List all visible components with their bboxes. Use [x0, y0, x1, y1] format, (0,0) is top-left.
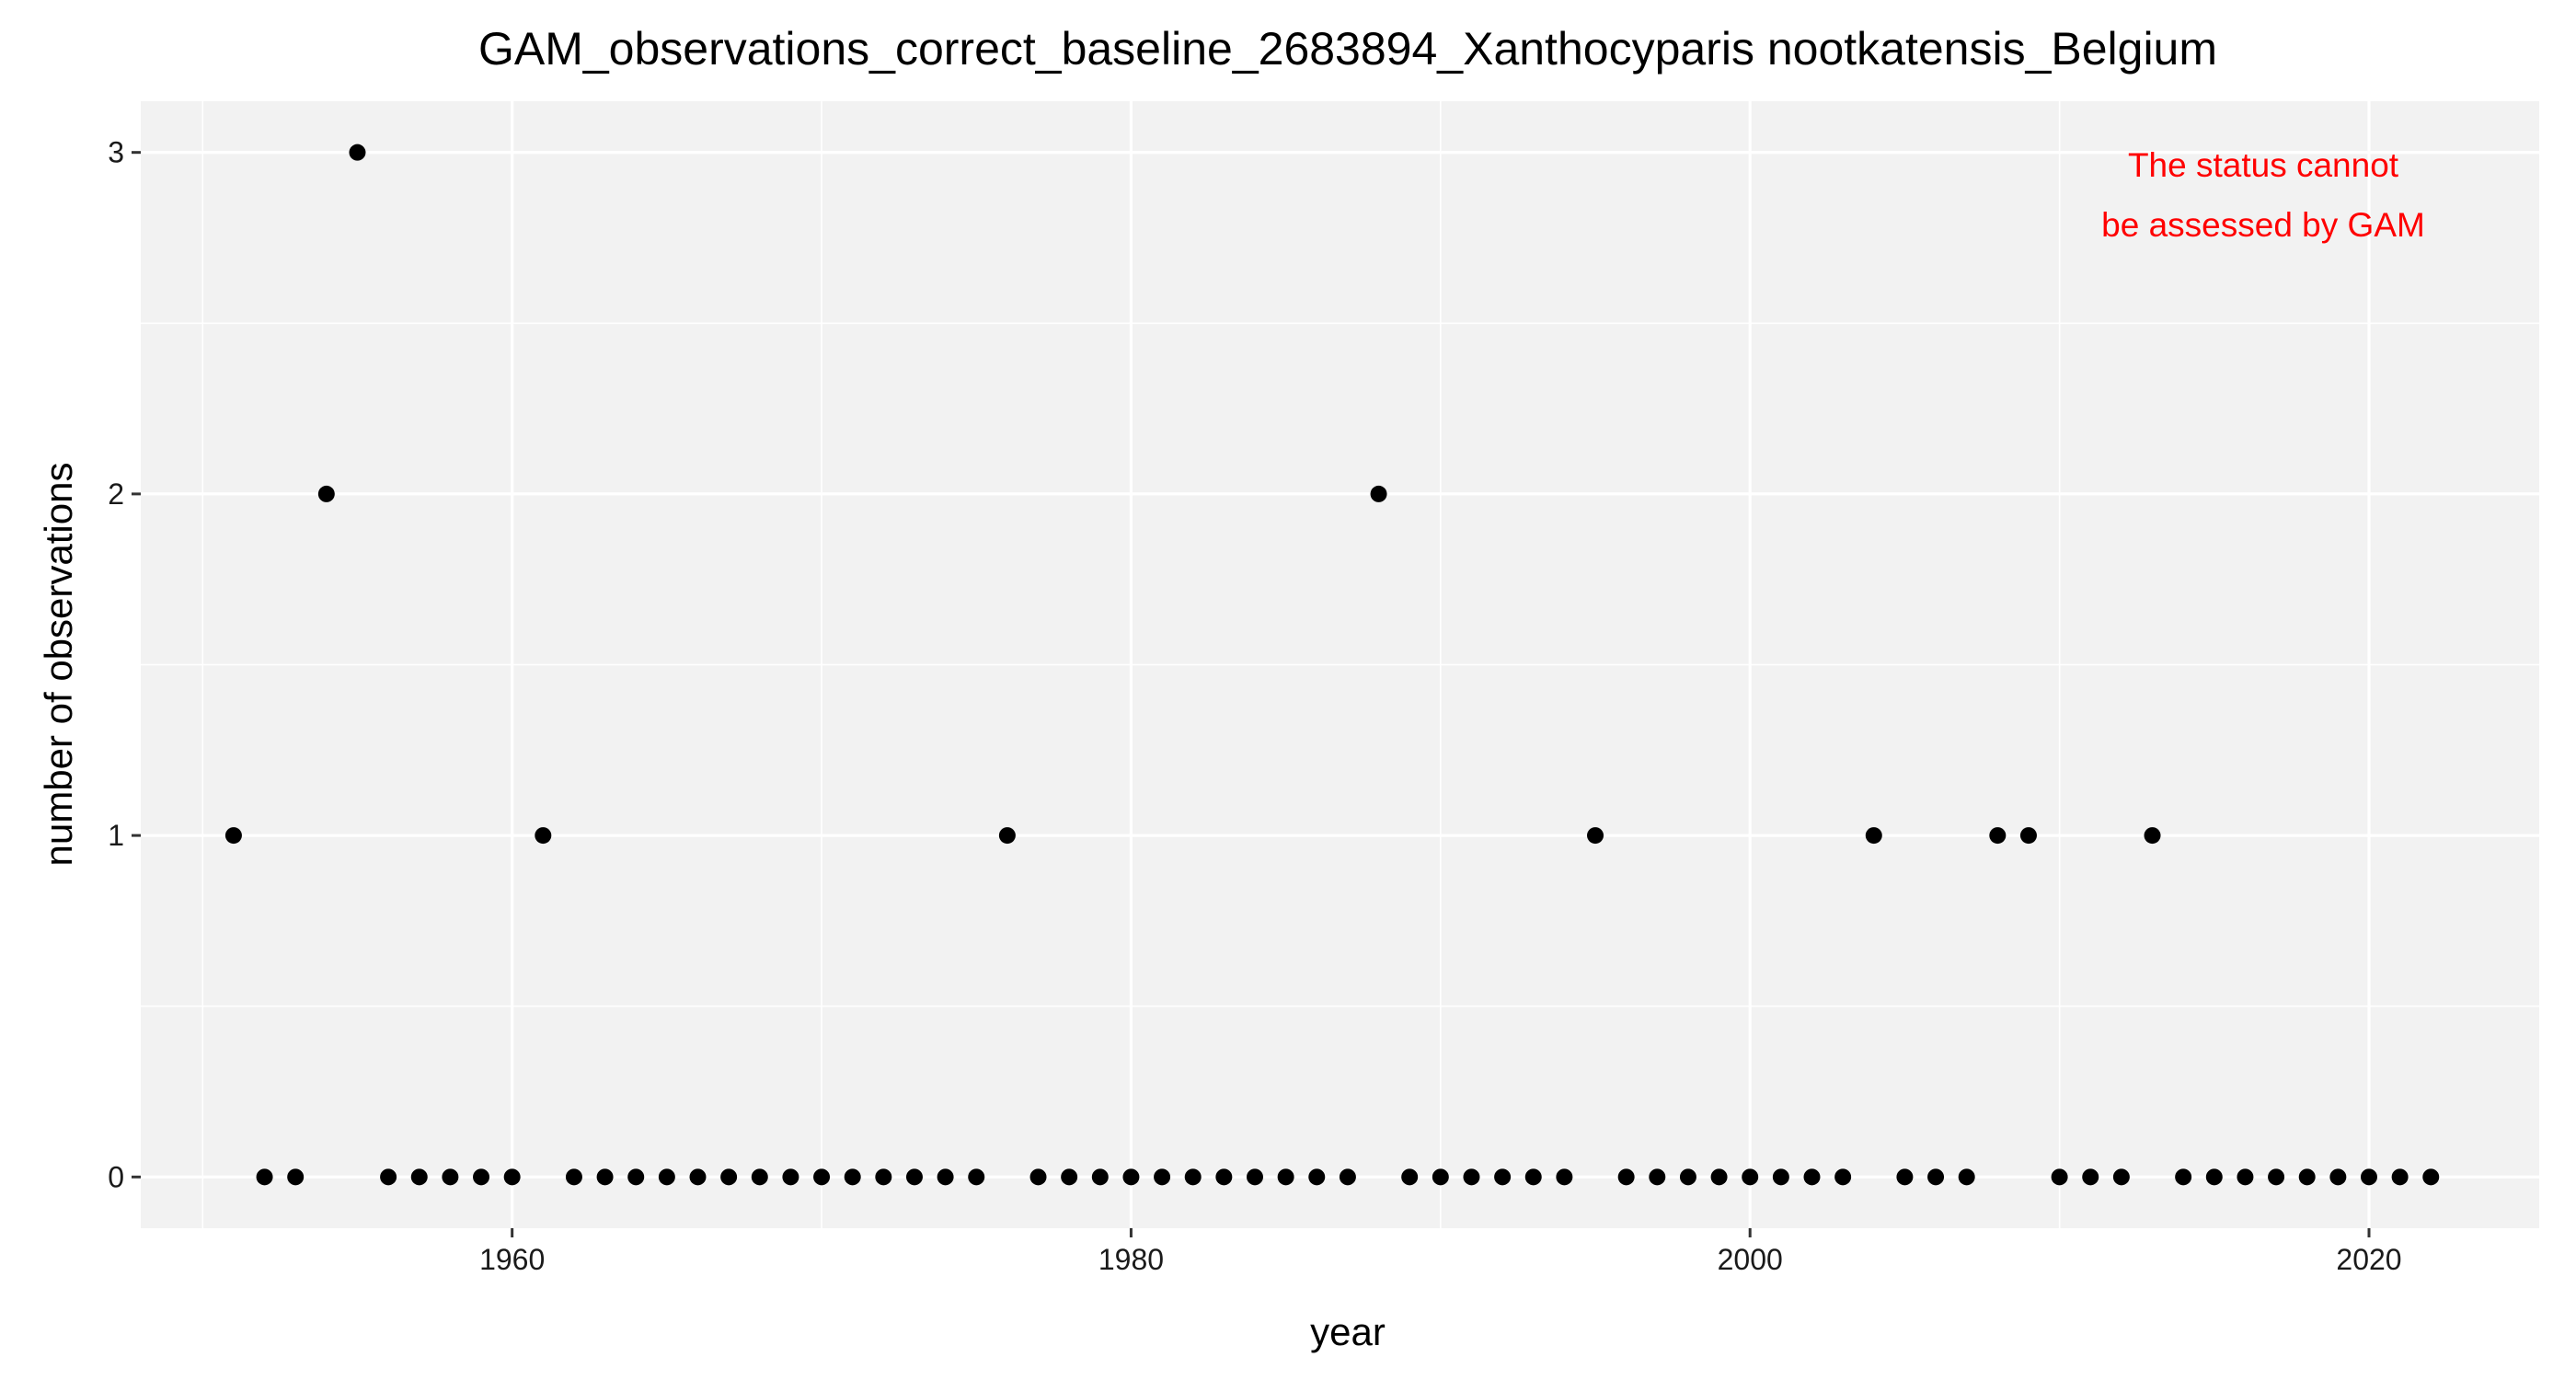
- data-point: [1896, 1168, 1914, 1186]
- x-axis-title: year: [1310, 1310, 1386, 1353]
- data-point: [1587, 827, 1604, 845]
- data-point: [1370, 485, 1387, 502]
- x-tick-label: 2020: [2336, 1243, 2401, 1276]
- data-point: [1710, 1168, 1728, 1186]
- data-points: [224, 144, 2440, 1186]
- data-point: [1339, 1168, 1356, 1186]
- data-point: [287, 1168, 305, 1186]
- data-point: [1617, 1168, 1635, 1186]
- data-point: [998, 827, 1016, 845]
- data-point: [2144, 827, 2161, 845]
- data-point: [1494, 1168, 1512, 1186]
- data-point: [256, 1168, 273, 1186]
- data-point: [1772, 1168, 1789, 1186]
- data-point: [751, 1168, 768, 1186]
- data-point: [2237, 1168, 2254, 1186]
- data-point: [658, 1168, 675, 1186]
- data-point: [596, 1168, 614, 1186]
- data-point: [1432, 1168, 1449, 1186]
- data-point: [503, 1168, 521, 1186]
- data-point: [1927, 1168, 1945, 1186]
- data-point: [1277, 1168, 1294, 1186]
- data-point: [689, 1168, 707, 1186]
- data-point: [2205, 1168, 2223, 1186]
- data-point: [2051, 1168, 2068, 1186]
- x-tick-label: 1980: [1098, 1243, 1164, 1276]
- data-point: [2019, 827, 2037, 845]
- minor-gridlines: [141, 101, 2539, 1228]
- data-point: [968, 1168, 985, 1186]
- data-point: [1246, 1168, 1263, 1186]
- data-point: [937, 1168, 954, 1186]
- data-point: [1463, 1168, 1480, 1186]
- y-tick-label: 3: [108, 136, 124, 169]
- data-point: [1091, 1168, 1109, 1186]
- data-point: [2268, 1168, 2285, 1186]
- data-point: [2422, 1168, 2440, 1186]
- x-tick-label: 1960: [479, 1243, 545, 1276]
- x-tick-label: 2000: [1718, 1243, 1783, 1276]
- data-point: [627, 1168, 645, 1186]
- y-tick-label: 1: [108, 819, 124, 852]
- y-tick-label: 2: [108, 477, 124, 511]
- data-point: [1803, 1168, 1821, 1186]
- data-point: [2391, 1168, 2409, 1186]
- data-point: [1061, 1168, 1078, 1186]
- data-point: [535, 827, 552, 845]
- data-point: [442, 1168, 459, 1186]
- data-point: [317, 485, 335, 502]
- data-point: [1556, 1168, 1573, 1186]
- y-axis: 0 1 2 3: [108, 136, 141, 1193]
- y-axis-title: number of observations: [37, 463, 80, 867]
- chart-title: GAM_observations_correct_baseline_268389…: [478, 23, 2217, 75]
- data-point: [720, 1168, 738, 1186]
- data-point: [1742, 1168, 1759, 1186]
- data-point: [1649, 1168, 1666, 1186]
- data-point: [1834, 1168, 1852, 1186]
- data-point: [1401, 1168, 1419, 1186]
- data-point: [905, 1168, 923, 1186]
- data-point: [1029, 1168, 1047, 1186]
- data-point: [1308, 1168, 1326, 1186]
- data-point: [2360, 1168, 2377, 1186]
- data-point: [844, 1168, 861, 1186]
- data-point: [1154, 1168, 1171, 1186]
- annotation-line-1: The status cannot: [2128, 146, 2399, 184]
- data-point: [473, 1168, 490, 1186]
- data-point: [2175, 1168, 2192, 1186]
- data-point: [1122, 1168, 1140, 1186]
- annotation-line-2: be assessed by GAM: [2101, 206, 2425, 244]
- data-point: [349, 144, 366, 161]
- major-gridlines: [141, 101, 2539, 1228]
- data-point: [1989, 827, 2007, 845]
- data-point: [782, 1168, 799, 1186]
- data-point: [1184, 1168, 1202, 1186]
- data-point: [2329, 1168, 2347, 1186]
- data-point: [380, 1168, 397, 1186]
- data-point: [1679, 1168, 1696, 1186]
- data-point: [1215, 1168, 1233, 1186]
- data-point: [813, 1168, 831, 1186]
- data-point: [565, 1168, 582, 1186]
- data-point: [2082, 1168, 2099, 1186]
- data-point: [224, 827, 242, 845]
- data-point: [2298, 1168, 2316, 1186]
- y-tick-label: 0: [108, 1160, 124, 1193]
- data-point: [410, 1168, 428, 1186]
- data-point: [875, 1168, 892, 1186]
- data-point: [1865, 827, 1882, 845]
- x-axis: 1960 1980 2000 2020: [479, 1228, 2402, 1276]
- data-point: [1524, 1168, 1542, 1186]
- data-point: [2112, 1168, 2130, 1186]
- data-point: [1958, 1168, 1975, 1186]
